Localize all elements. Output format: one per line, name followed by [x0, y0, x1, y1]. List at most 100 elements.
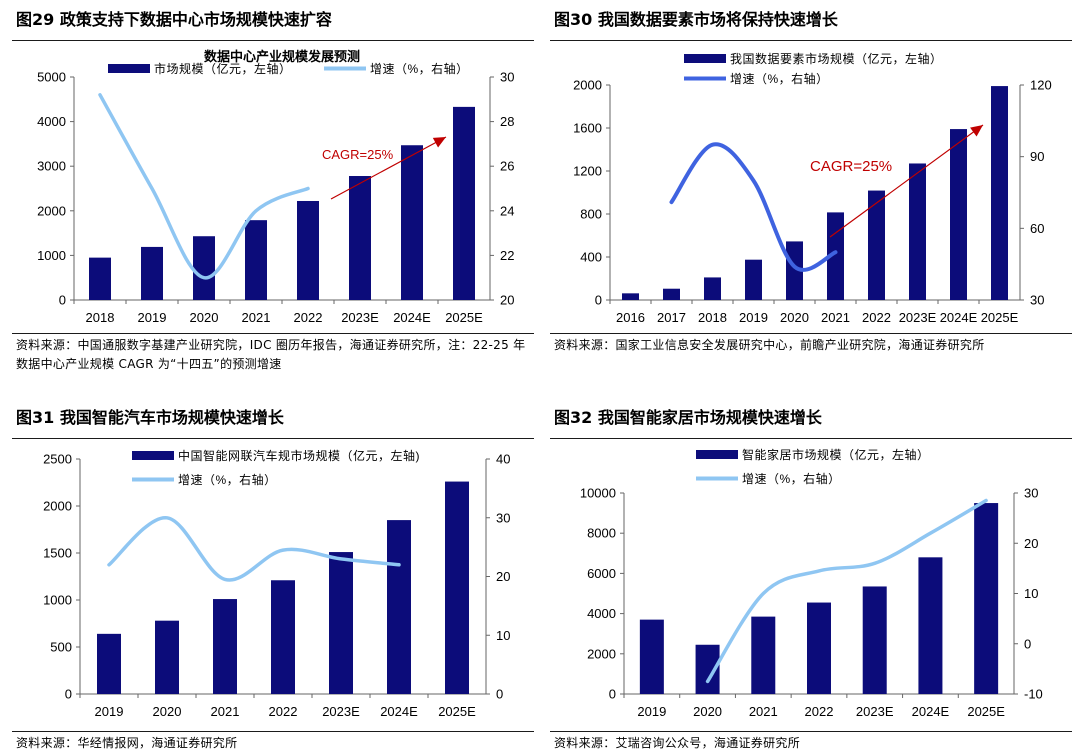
right-axis-tick-label: 30: [1030, 293, 1044, 308]
cagr-arrow-line: [330, 136, 447, 200]
left-axis-tick-label: 0: [595, 293, 602, 308]
right-axis-tick-label: 0: [496, 687, 503, 702]
x-axis-tick-label: 2016: [616, 310, 645, 325]
right-axis-tick-label: 28: [500, 114, 514, 129]
right-axis-tick-label: 20: [1024, 536, 1038, 551]
bar-2022: [271, 580, 295, 694]
left-axis-tick-label: 400: [580, 250, 602, 265]
legend-bar-label: 市场规模（亿元，左轴）: [154, 61, 292, 76]
bar-2023E: [862, 586, 887, 694]
panel-data-element: 图30 我国数据要素市场将保持快速增长 0 400 800 1200 1600 2000 3…: [550, 0, 1072, 355]
x-axis-tick-label: 2024E: [393, 310, 431, 325]
left-axis-tick-label: 8000: [587, 526, 616, 541]
panel-smart-car: 图31 我国智能汽车市场规模快速增长 0 500 1000 1500 2000 2500 0…: [12, 398, 534, 753]
bar-2025E: [974, 503, 999, 694]
chart-smart-home: 0 2000 4000 6000 8000 10000 -10 0 10 20 30 2019 2020…: [580, 447, 1043, 719]
x-axis-tick-label: 2025E: [981, 310, 1019, 325]
left-axis-tick-label: 1600: [573, 121, 602, 136]
bar-2025E: [445, 481, 469, 694]
chart-title: 数据中心产业规模发展预测: [204, 49, 360, 64]
legend-bar-swatch: [684, 54, 726, 63]
chart-data-element: 0 400 800 1200 1600 2000 30 60 90 120 2016 2017 2018…: [573, 51, 1052, 325]
source-note: 资料来源：华经情报网，海通证券研究所: [12, 731, 534, 753]
growth-line: [107, 516, 401, 582]
x-axis-tick-label: 2024E: [380, 704, 418, 719]
legend-line-label: 增速（%，右轴）: [730, 71, 829, 86]
left-axis-tick-label: 0: [65, 687, 72, 702]
right-axis-tick-label: 24: [500, 203, 514, 218]
x-axis-tick-label: 2020: [190, 310, 219, 325]
legend-line-label: 增速（%，右轴）: [370, 61, 469, 76]
x-axis-tick-label: 2019: [739, 310, 768, 325]
bar-2024E: [387, 520, 411, 694]
bar-2025E: [453, 106, 475, 300]
right-axis-tick-label: 30: [1024, 486, 1038, 501]
figure-title: 图29 政策支持下数据中心市场规模快速扩容: [12, 0, 534, 41]
bar-2021: [827, 212, 844, 300]
chart-data-center: 数据中心产业规模发展预测0100020003000400050002022242…: [37, 49, 514, 325]
x-axis-tick-label: 2021: [749, 704, 778, 719]
bar-2023E: [349, 176, 371, 300]
left-axis-tick-label: 2000: [573, 78, 602, 93]
x-axis-tick-label: 2020: [693, 704, 722, 719]
x-axis-tick-label: 2021: [242, 310, 271, 325]
x-axis-tick-label: 2020: [780, 310, 809, 325]
bar-2022: [868, 190, 885, 300]
cagr-arrow-head: [432, 137, 446, 148]
bar-2019: [97, 633, 121, 694]
bar-2021: [751, 616, 776, 694]
bar-2023E: [329, 552, 353, 694]
bar-2021: [213, 599, 237, 694]
legend-bar-label: 我国数据要素市场规模（亿元，左轴）: [730, 51, 943, 66]
x-axis-tick-label: 2019: [95, 704, 124, 719]
cagr-arrow-line: [829, 124, 984, 238]
cagr-annotation: CAGR=25%: [810, 158, 892, 175]
x-axis-tick-label: 2024E: [940, 310, 978, 325]
x-axis-tick-label: 2023E: [856, 704, 894, 719]
left-axis-tick-label: 2000: [587, 646, 616, 661]
cagr-annotation: CAGR=25%: [322, 147, 394, 162]
right-axis-tick-label: 10: [496, 628, 510, 643]
x-axis-tick-label: 2019: [138, 310, 167, 325]
chart-smart-car: 0 500 1000 1500 2000 2500 0 10 20 30 40 2019 2020 202…: [43, 448, 510, 719]
source-note: 资料来源：国家工业信息安全发展研究中心，前瞻产业研究院，海通证券研究所: [550, 333, 1072, 355]
right-axis-tick-label: 90: [1030, 149, 1044, 164]
right-axis-tick-label: 20: [496, 569, 510, 584]
legend-line-label: 增速（%，右轴）: [742, 471, 841, 486]
legend-line-label: 增速（%，右轴）: [178, 472, 277, 487]
legend-bar-label: 智能家居市场规模（亿元，左轴）: [742, 447, 930, 462]
left-axis-tick-label: 2000: [43, 499, 72, 514]
x-axis-tick-label: 2020: [153, 704, 182, 719]
left-axis-tick-label: 4000: [37, 114, 66, 129]
bar-2017: [663, 288, 680, 300]
x-axis-tick-label: 2023E: [341, 310, 379, 325]
left-axis-tick-label: 0: [609, 687, 616, 702]
x-axis-tick-label: 2025E: [967, 704, 1005, 719]
bar-2025E: [991, 86, 1008, 300]
x-axis-tick-label: 2021: [821, 310, 850, 325]
legend-bar-swatch: [696, 450, 738, 459]
growth-line: [98, 93, 310, 280]
source-note: 资料来源：艾瑞咨询公众号，海通证券研究所: [550, 731, 1072, 753]
bar-2020: [155, 620, 179, 694]
panel-data-center: 图29 政策支持下数据中心市场规模快速扩容 数据中心产业规模发展预测 0 1000 2…: [12, 0, 534, 374]
left-axis-tick-label: 10000: [580, 486, 616, 501]
bar-2021: [245, 220, 267, 300]
x-axis-tick-label: 2019: [637, 704, 666, 719]
figure-title: 图32 我国智能家居市场规模快速增长: [550, 398, 1072, 439]
left-axis-tick-label: 1500: [43, 546, 72, 561]
right-axis-tick-label: 26: [500, 159, 514, 174]
x-axis-tick-label: 2022: [805, 704, 834, 719]
bar-2022: [807, 602, 831, 694]
legend-bar-label: 中国智能网联汽车规市场规模（亿元，左轴): [178, 448, 420, 463]
bar-2022: [297, 200, 319, 300]
bar-2024E: [950, 129, 967, 300]
x-axis-tick-label: 2018: [86, 310, 115, 325]
right-axis-tick-label: 30: [500, 70, 514, 85]
x-axis-tick-label: 2022: [269, 704, 298, 719]
bar-2018: [704, 277, 721, 300]
left-axis-tick-label: 1000: [43, 593, 72, 608]
bar-2016: [622, 293, 639, 300]
bar-2024E: [918, 557, 943, 694]
x-axis-tick-label: 2025E: [445, 310, 483, 325]
